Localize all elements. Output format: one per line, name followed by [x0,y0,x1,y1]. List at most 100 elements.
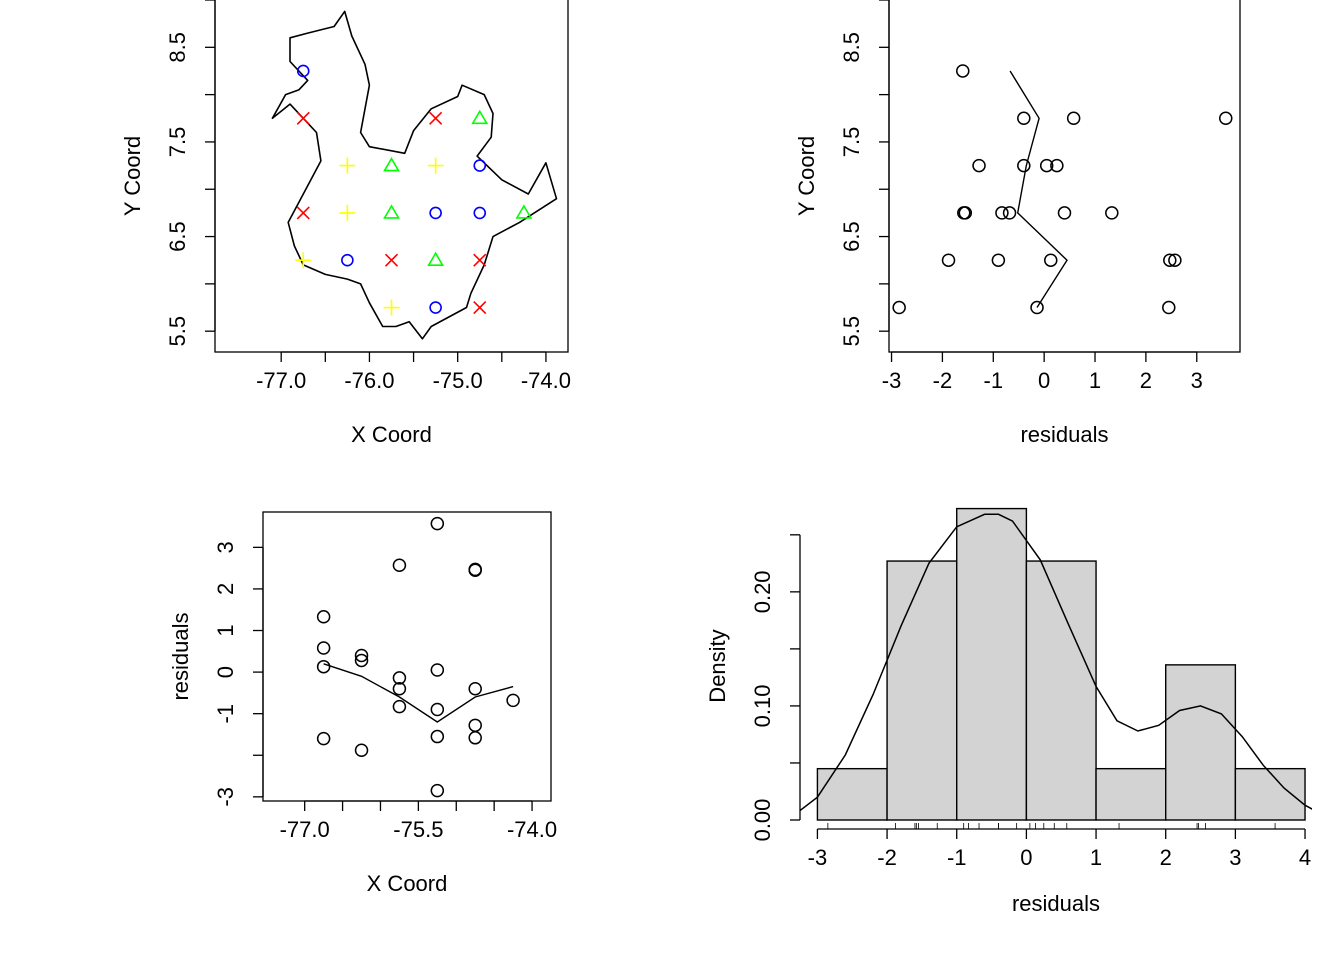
data-point [430,516,445,531]
x-tick-label: -2 [877,845,897,870]
x-vs-residuals-panel: -77.0 -75.5 -74.0 X Coord -3 -1 0 1 2 3 residuals [168,511,557,896]
data-point [392,699,407,714]
y-tick-label: 2 [213,583,238,595]
data-point [1044,253,1058,267]
data-point [354,653,369,668]
region-boundary [271,10,558,340]
data-point [1219,111,1233,126]
x-axis-label: residuals [1012,891,1100,916]
point-plus [339,157,356,174]
point-circle [473,159,487,172]
histogram-bar [1095,767,1167,821]
y-tick-label: 6.5 [839,221,864,252]
data-point [354,743,369,758]
x-tick-label: -2 [933,368,953,393]
point-triangle [383,204,400,219]
x-tick-label: 2 [1140,368,1152,393]
data-point [506,693,520,708]
smooth-line [323,663,514,723]
residual-histogram-panel: -3 -2 -1 0 1 2 3 4 residuals 0.00 0.10 0.20 Density [705,507,1312,916]
x-tick-label: 3 [1229,845,1241,870]
data-point [1002,206,1017,220]
histogram-bar [1025,560,1097,821]
data-point [468,681,482,696]
point-triangle [383,157,400,172]
x-tick-label: 2 [1160,845,1172,870]
point-circle [429,206,442,220]
x-tick-label: -1 [947,845,967,870]
point-plus [427,157,444,174]
x-tick-label: 3 [1191,368,1203,393]
point-circle [296,64,310,78]
y-tick-label: 0 [213,666,238,678]
x-tick-label: -77.0 [280,817,330,842]
data-point [972,158,986,173]
data-point [1039,158,1054,173]
y-tick-label: 0.10 [750,685,775,728]
y-tick-label: -3 [213,787,238,807]
data-point [392,671,407,685]
histogram-bar [1234,767,1306,821]
y-axis-label: Density [705,629,730,702]
x-tick-label: -74.0 [507,817,557,842]
x-tick-label: 1 [1090,845,1102,870]
data-point [1163,253,1177,267]
data-point [468,718,482,733]
point-triangle [515,204,533,219]
data-point [1066,111,1081,126]
x-tick-label: -3 [882,368,902,393]
x-tick-label: -1 [984,368,1004,393]
density-curve [800,513,1312,812]
data-point [430,729,445,744]
data-point [430,663,445,677]
x-tick-label: -3 [808,845,828,870]
point-cross [296,206,310,220]
data-point [316,731,331,746]
x-axis-label: X Coord [351,422,432,447]
x-tick-label: -75.5 [393,817,443,842]
data-point [392,558,407,572]
x-axis-label: X Coord [367,871,448,896]
data-point [392,681,407,696]
x-tick-label: 0 [1020,845,1032,870]
point-plus [339,204,356,221]
point-plus [383,299,400,316]
data-point [1050,158,1064,173]
data-point [1057,206,1072,220]
y-tick-label: -1 [213,704,238,724]
data-point [316,610,331,624]
x-tick-label: -76.0 [344,368,394,393]
data-point [995,206,1009,220]
y-tick-label: 7.5 [839,127,864,158]
data-point [316,659,331,674]
plot-frame [888,0,1241,353]
y-axis-label: Y Coord [794,136,819,216]
data-point [1168,253,1182,267]
point-triangle [471,109,489,125]
x-tick-label: 4 [1299,845,1311,870]
point-plus [295,252,312,269]
x-tick-label: -74.0 [521,368,571,393]
point-circle [429,301,442,314]
x-axis-label: residuals [1020,422,1108,447]
smooth-line [1009,70,1068,308]
data-point [316,641,331,655]
y-tick-label: 0.20 [750,570,775,613]
residuals-vs-y-panel: -3 -2 -1 0 1 2 3 residuals 5.5 6.5 7.5 8.5 Y Coord [794,0,1241,447]
point-cross [473,300,487,315]
data-point [354,648,369,663]
histogram-bar [1165,664,1237,821]
data-point [991,253,1006,267]
y-tick-label: 7.5 [165,127,190,158]
x-tick-label: 0 [1038,368,1050,393]
data-point [941,253,956,267]
y-tick-label: 5.5 [839,316,864,347]
data-point [1017,158,1031,173]
data-point [468,731,482,745]
histogram-bar [816,767,888,821]
data-point [468,563,482,577]
y-axis-label: residuals [168,612,193,700]
point-circle [341,253,354,267]
histogram-bar [956,507,1028,821]
